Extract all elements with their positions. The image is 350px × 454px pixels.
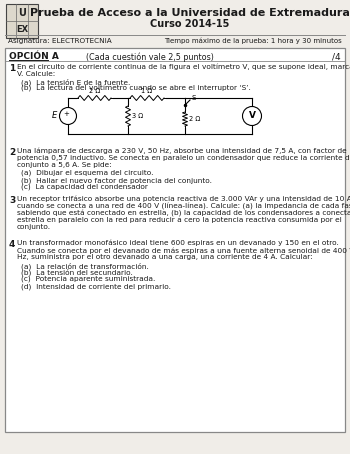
- Text: sabiendo que está conectado en estrella, (b) la capacidad de los condensadores a: sabiendo que está conectado en estrella,…: [17, 210, 350, 217]
- Text: +: +: [63, 110, 69, 117]
- Text: estrella en paralelo con la red para reducir a cero la potencia reactiva consumi: estrella en paralelo con la red para red…: [17, 217, 342, 223]
- Text: (Cada cuestión vale 2,5 puntos): (Cada cuestión vale 2,5 puntos): [86, 52, 214, 61]
- Text: potencia 0,57 inductivo. Se conecta en paralelo un condensador que reduce la cor: potencia 0,57 inductivo. Se conecta en p…: [17, 155, 350, 161]
- Text: (d)  Intensidad de corriente del primario.: (d) Intensidad de corriente del primario…: [21, 283, 171, 290]
- Text: Hz, suministra por el otro devanado a una carga, una corriente de 4 A. Calcular:: Hz, suministra por el otro devanado a un…: [17, 254, 313, 260]
- Text: Tiempo máximo de la prueba: 1 hora y 30 minutos: Tiempo máximo de la prueba: 1 hora y 30 …: [164, 38, 342, 44]
- Text: cuando se conecta a una red de 400 V (línea-línea). Calcule: (a) la impedancia d: cuando se conecta a una red de 400 V (lí…: [17, 203, 350, 210]
- Text: (b)  Hallar el nuevo factor de potencia del conjunto.: (b) Hallar el nuevo factor de potencia d…: [21, 177, 212, 183]
- Text: 4: 4: [9, 240, 15, 249]
- Text: 1 Ω: 1 Ω: [141, 88, 153, 94]
- Text: conjunto.: conjunto.: [17, 224, 51, 230]
- Text: (c)  Potencia aparente suministrada.: (c) Potencia aparente suministrada.: [21, 276, 155, 282]
- Text: E: E: [51, 112, 57, 120]
- Text: En el circuito de corriente continua de la figura el voltímetro V, que se supone: En el circuito de corriente continua de …: [17, 64, 350, 70]
- Text: Prueba de Acceso a la Universidad de Extremadura: Prueba de Acceso a la Universidad de Ext…: [30, 8, 350, 18]
- Bar: [5, 48, 345, 432]
- Text: V. Calcule:: V. Calcule:: [17, 71, 55, 77]
- Text: 2: 2: [9, 148, 15, 157]
- Text: (a)  Dibujar el esquema del circuito.: (a) Dibujar el esquema del circuito.: [21, 170, 154, 177]
- Text: Asignatura: ELECTROTECNIA: Asignatura: ELECTROTECNIA: [8, 38, 112, 44]
- Text: (c)  La capacidad del condensador: (c) La capacidad del condensador: [21, 184, 148, 191]
- Text: /4: /4: [332, 52, 341, 61]
- Text: Un transformador monofásico ideal tiene 600 espiras en un devanado y 150 en el o: Un transformador monofásico ideal tiene …: [17, 240, 339, 247]
- Text: Una lámpara de descarga a 230 V, 50 Hz, absorbe una intensidad de 7,5 A, con fac: Una lámpara de descarga a 230 V, 50 Hz, …: [17, 148, 346, 154]
- Text: 3 Ω: 3 Ω: [132, 113, 143, 119]
- Text: (b)  La tensión del secundario.: (b) La tensión del secundario.: [21, 269, 133, 276]
- Circle shape: [243, 107, 261, 125]
- Text: 2 Ω: 2 Ω: [89, 88, 100, 94]
- Text: 3: 3: [9, 196, 15, 205]
- Text: (a)  La relación de transformación.: (a) La relación de transformación.: [21, 262, 149, 270]
- Circle shape: [60, 108, 77, 124]
- Bar: [6, 4, 38, 38]
- Text: U: U: [18, 8, 26, 18]
- Text: Cuando se conecta por el devanado de más espiras a una fuente alterna senoidal d: Cuando se conecta por el devanado de más…: [17, 247, 350, 253]
- Text: 1: 1: [9, 64, 15, 73]
- Text: V: V: [248, 112, 256, 120]
- Text: OPCIÓN A: OPCIÓN A: [9, 52, 59, 61]
- Text: conjunto a 5,6 A. Se pide:: conjunto a 5,6 A. Se pide:: [17, 162, 112, 168]
- Text: Curso 2014-15: Curso 2014-15: [150, 19, 230, 29]
- Text: (b)  La lectura del voltímetro cuando se abre el interruptor ‘S’.: (b) La lectura del voltímetro cuando se …: [21, 85, 251, 92]
- Text: (a)  La tensión E de la fuente.: (a) La tensión E de la fuente.: [21, 78, 130, 85]
- Text: EX: EX: [16, 25, 28, 35]
- Text: Un receptor trifásico absorbe una potencia reactiva de 3.000 VAr y una intensida: Un receptor trifásico absorbe una potenc…: [17, 196, 350, 202]
- Text: S: S: [191, 95, 195, 101]
- Text: 2 Ω: 2 Ω: [189, 116, 200, 122]
